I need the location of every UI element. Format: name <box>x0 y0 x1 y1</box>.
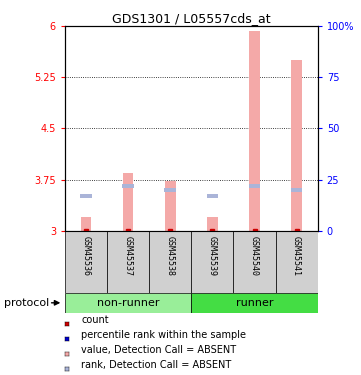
Bar <box>234 231 275 292</box>
Text: runner: runner <box>236 298 273 308</box>
Text: GSM45536: GSM45536 <box>82 236 91 276</box>
Text: GSM45540: GSM45540 <box>250 236 259 276</box>
Title: GDS1301 / L05557cds_at: GDS1301 / L05557cds_at <box>112 12 271 25</box>
Text: protocol: protocol <box>4 298 49 308</box>
Bar <box>191 292 318 313</box>
Bar <box>291 60 302 231</box>
Text: non-runner: non-runner <box>97 298 160 308</box>
Bar <box>291 188 303 192</box>
Bar <box>207 217 218 231</box>
Bar <box>165 181 175 231</box>
Bar <box>65 292 191 313</box>
Bar <box>165 188 176 192</box>
Text: rank, Detection Call = ABSENT: rank, Detection Call = ABSENT <box>81 360 231 370</box>
Bar <box>107 231 149 292</box>
Bar <box>275 231 318 292</box>
Bar <box>249 184 260 188</box>
Bar <box>206 194 218 198</box>
Text: GSM45541: GSM45541 <box>292 236 301 276</box>
Text: GSM45539: GSM45539 <box>208 236 217 276</box>
Bar <box>191 231 234 292</box>
Bar <box>65 231 107 292</box>
Bar <box>149 231 191 292</box>
Bar <box>81 217 91 231</box>
Bar <box>122 184 134 188</box>
Text: GSM45537: GSM45537 <box>124 236 132 276</box>
Text: value, Detection Call = ABSENT: value, Detection Call = ABSENT <box>81 345 236 355</box>
Bar <box>249 31 260 231</box>
Bar <box>123 173 134 231</box>
Text: count: count <box>81 315 109 325</box>
Text: GSM45538: GSM45538 <box>166 236 175 276</box>
Text: percentile rank within the sample: percentile rank within the sample <box>81 330 246 340</box>
Bar <box>80 194 92 198</box>
